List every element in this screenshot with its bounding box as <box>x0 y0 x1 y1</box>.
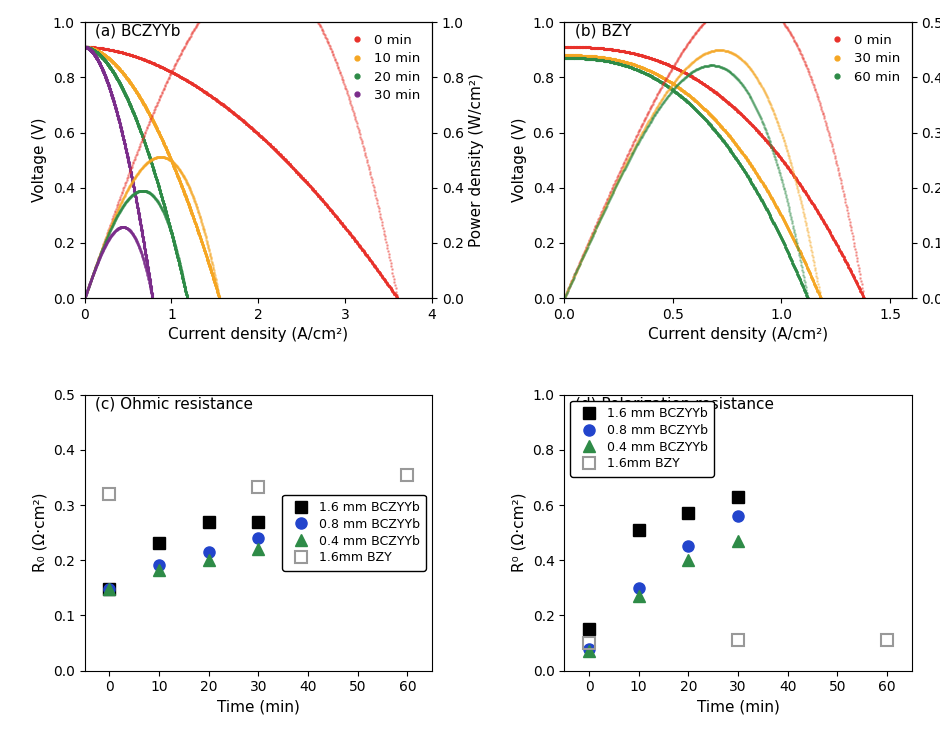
Legend: 0 min, 30 min, 60 min: 0 min, 30 min, 60 min <box>818 29 905 89</box>
1.6 mm BCZYYb <box>732 492 744 501</box>
Y-axis label: R⁰ (Ω·cm²): R⁰ (Ω·cm²) <box>512 493 527 573</box>
Legend: 1.6 mm BCZYYb, 0.8 mm BCZYYb, 0.4 mm BCZYYb, 1.6mm BZY: 1.6 mm BCZYYb, 0.8 mm BCZYYb, 0.4 mm BCZ… <box>571 401 714 477</box>
1.6 mm BCZYYb <box>682 509 694 518</box>
0.8 mm BCZYYb <box>584 644 595 653</box>
Y-axis label: Voltage (V): Voltage (V) <box>512 118 527 203</box>
0.8 mm BCZYYb <box>203 548 214 556</box>
Text: (a) BCZYYb: (a) BCZYYb <box>95 24 180 39</box>
1.6 mm BCZYYb <box>253 517 264 526</box>
Line: 0.8 mm BCZYYb: 0.8 mm BCZYYb <box>104 533 264 595</box>
Line: 0.8 mm BCZYYb: 0.8 mm BCZYYb <box>584 511 744 654</box>
1.6 mm BCZYYb <box>153 538 164 547</box>
0.4 mm BCZYYb <box>153 565 164 574</box>
X-axis label: Time (min): Time (min) <box>697 700 779 715</box>
Text: (b) BZY: (b) BZY <box>574 24 631 39</box>
Line: 0.4 mm BCZYYb: 0.4 mm BCZYYb <box>584 535 744 657</box>
0.8 mm BCZYYb <box>732 511 744 520</box>
0.8 mm BCZYYb <box>153 560 164 569</box>
Legend: 0 min, 10 min, 20 min, 30 min: 0 min, 10 min, 20 min, 30 min <box>338 29 426 107</box>
0.4 mm BCZYYb <box>633 592 644 601</box>
1.6mm BZY <box>401 471 413 480</box>
Text: (c) Ohmic resistance: (c) Ohmic resistance <box>95 397 253 411</box>
1.6 mm BCZYYb <box>103 584 115 593</box>
1.6mm BZY <box>253 483 264 492</box>
Line: 1.6 mm BCZYYb: 1.6 mm BCZYYb <box>584 492 744 635</box>
Y-axis label: Voltage (V): Voltage (V) <box>32 118 47 203</box>
Line: 1.6mm BZY: 1.6mm BZY <box>584 635 892 649</box>
1.6mm BZY <box>882 636 893 645</box>
Line: 1.6 mm BCZYYb: 1.6 mm BCZYYb <box>104 516 264 595</box>
0.4 mm BCZYYb <box>253 545 264 553</box>
0.8 mm BCZYYb <box>103 584 115 593</box>
0.8 mm BCZYYb <box>253 534 264 542</box>
Line: 1.6mm BZY: 1.6mm BZY <box>104 469 413 500</box>
1.6 mm BCZYYb <box>584 625 595 634</box>
1.6mm BZY <box>103 489 115 498</box>
0.4 mm BCZYYb <box>682 556 694 565</box>
0.4 mm BCZYYb <box>584 647 595 656</box>
0.4 mm BCZYYb <box>103 584 115 593</box>
Legend: 1.6 mm BCZYYb, 0.8 mm BCZYYb, 0.4 mm BCZYYb, 1.6mm BZY: 1.6 mm BCZYYb, 0.8 mm BCZYYb, 0.4 mm BCZ… <box>282 495 426 570</box>
1.6mm BZY <box>584 639 595 648</box>
1.6mm BZY <box>732 636 744 645</box>
0.8 mm BCZYYb <box>633 584 644 593</box>
0.4 mm BCZYYb <box>732 537 744 545</box>
X-axis label: Current density (A/cm²): Current density (A/cm²) <box>168 327 349 343</box>
Text: (d) Polarization resistance: (d) Polarization resistance <box>574 397 774 411</box>
1.6 mm BCZYYb <box>633 525 644 534</box>
0.8 mm BCZYYb <box>682 542 694 551</box>
X-axis label: Time (min): Time (min) <box>217 700 300 715</box>
1.6 mm BCZYYb <box>203 517 214 526</box>
Y-axis label: R₀ (Ω·cm²): R₀ (Ω·cm²) <box>32 493 47 573</box>
Y-axis label: Power density (W/cm²): Power density (W/cm²) <box>469 73 484 247</box>
X-axis label: Current density (A/cm²): Current density (A/cm²) <box>648 327 828 343</box>
0.4 mm BCZYYb <box>203 556 214 565</box>
Line: 0.4 mm BCZYYb: 0.4 mm BCZYYb <box>104 544 264 595</box>
